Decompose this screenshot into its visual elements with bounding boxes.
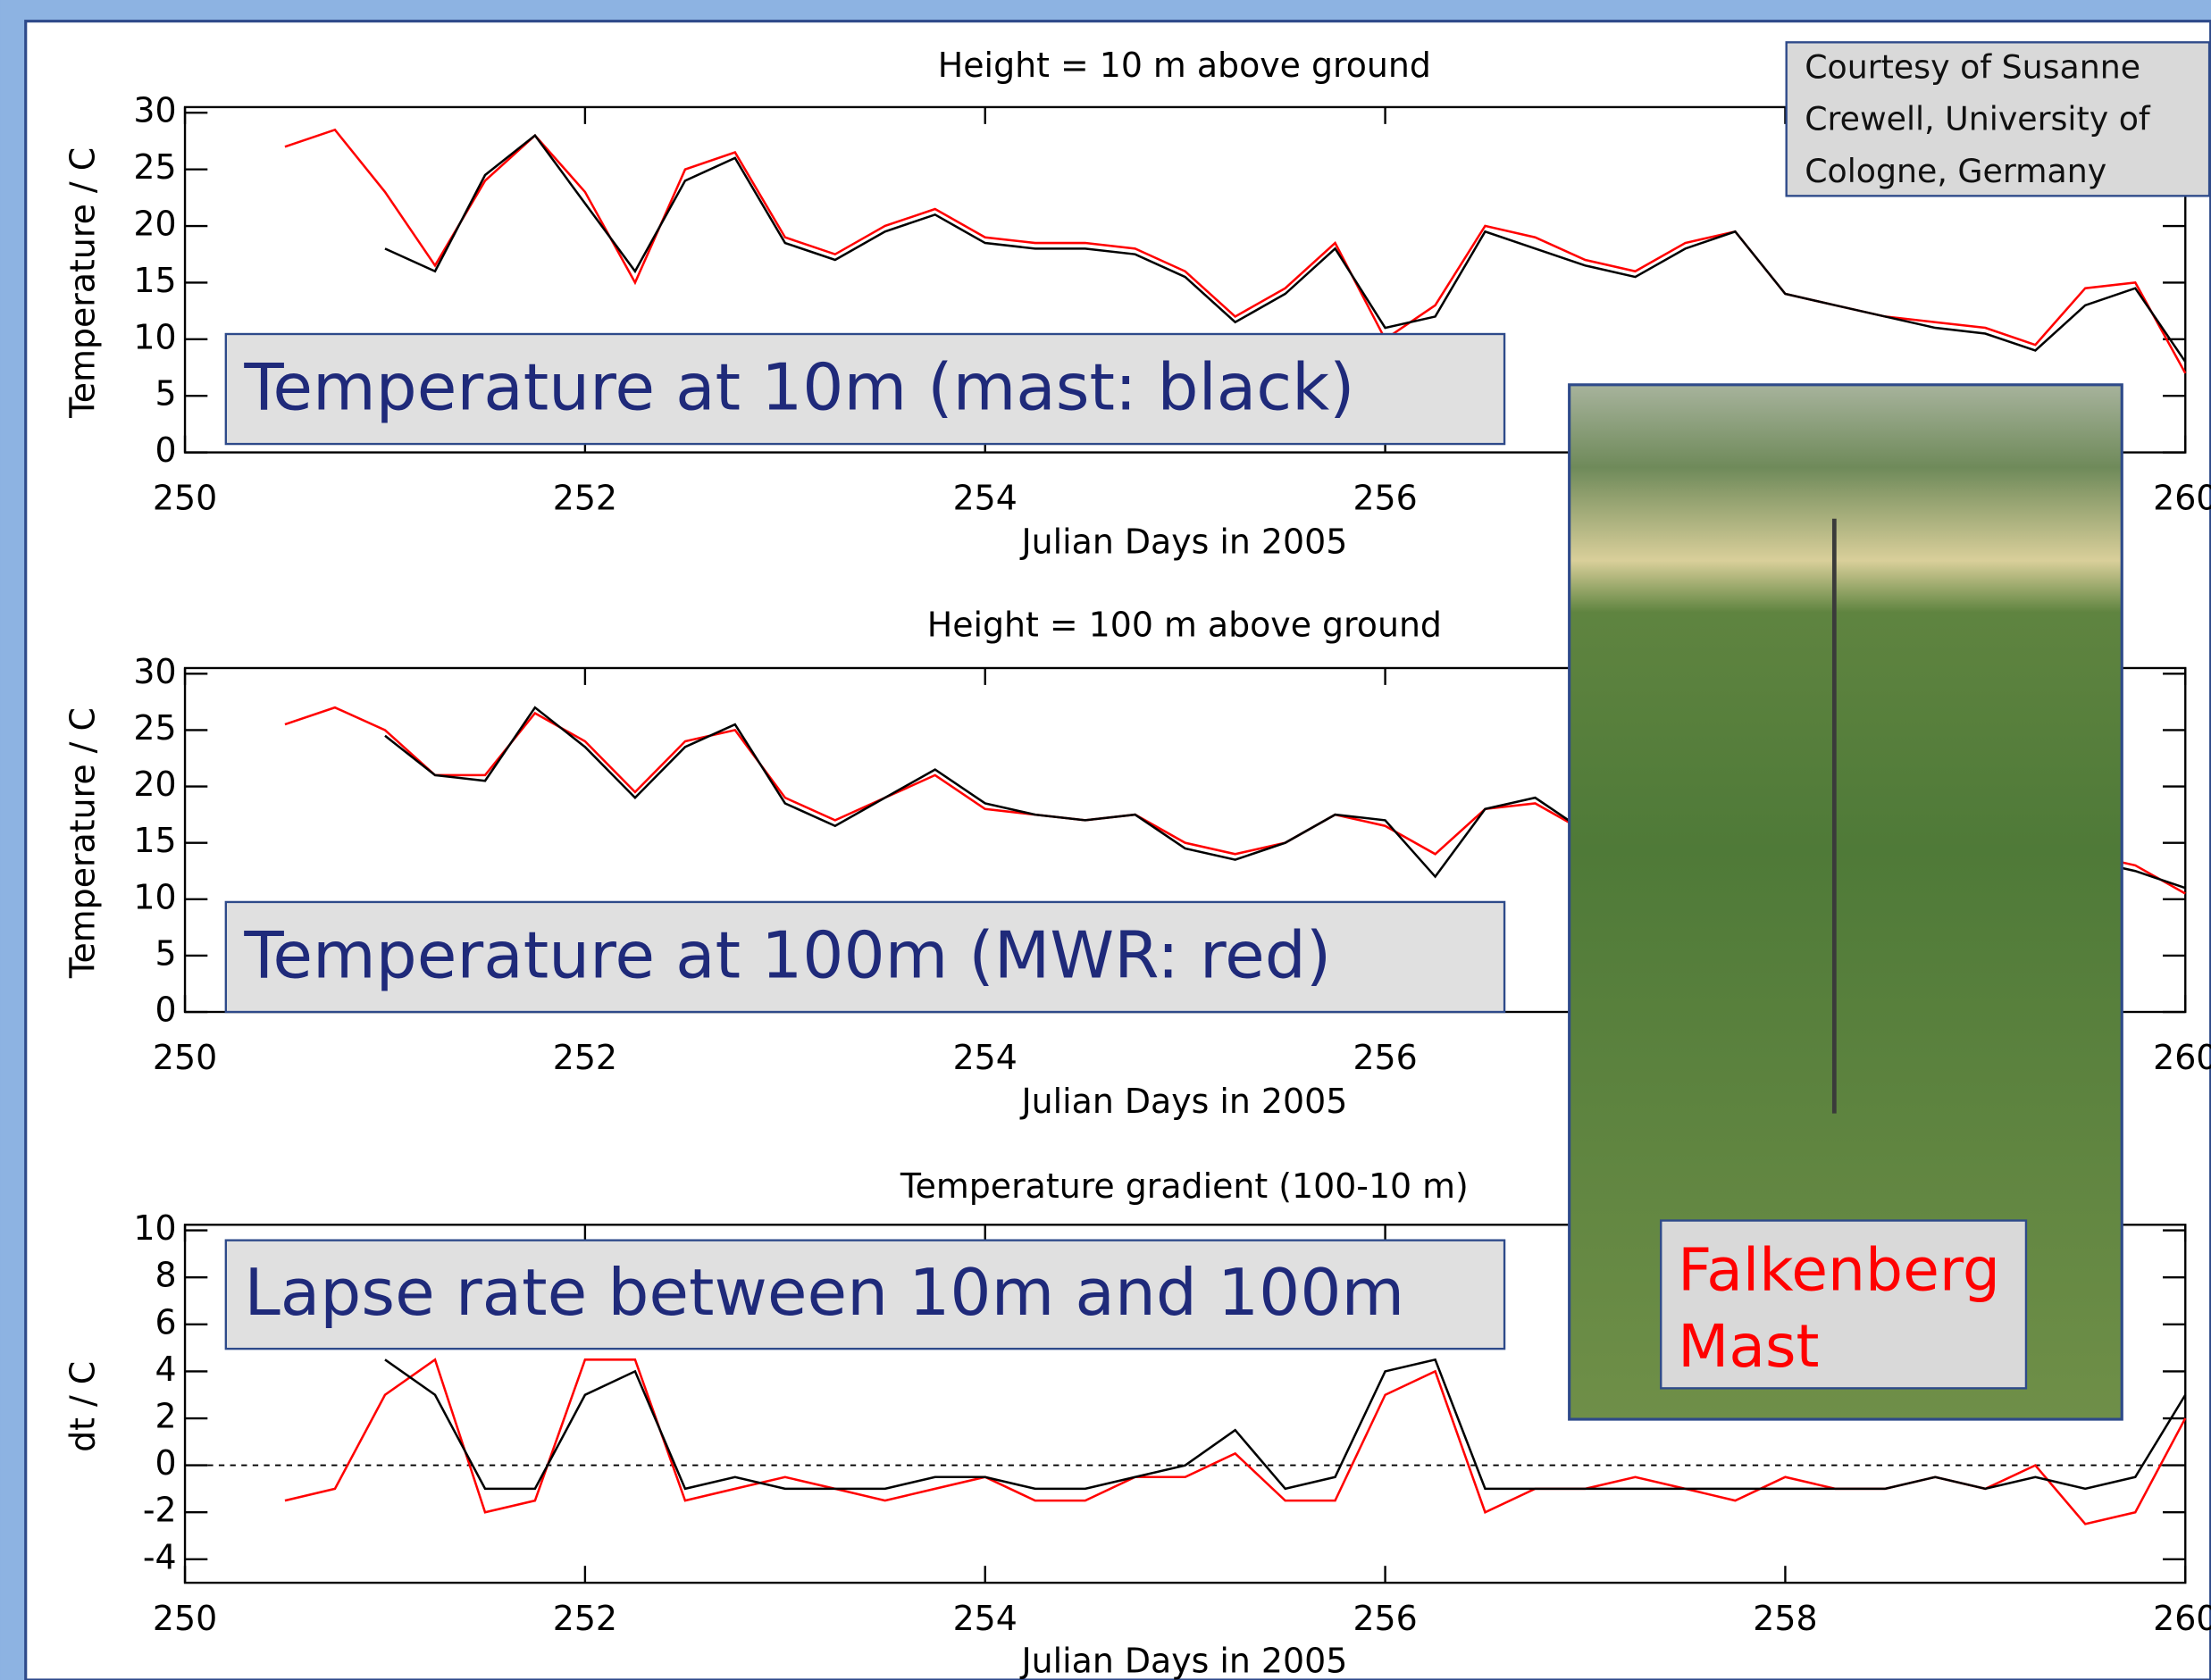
annotation-box xyxy=(224,900,1506,1014)
x-tick-label: 250 xyxy=(153,479,217,518)
y-tick-label: -2 xyxy=(143,1491,177,1530)
x-tick-label: 252 xyxy=(553,1599,617,1638)
annotation: Temperature at 100m (MWR: red) xyxy=(243,919,1331,994)
x-tick-label: 252 xyxy=(553,1038,617,1077)
annotation-box xyxy=(224,1239,1506,1350)
y-tick-label: 10 xyxy=(133,317,176,356)
courtesy-box xyxy=(1785,41,2211,197)
x-tick-label: 260 xyxy=(2153,479,2211,518)
y-tick-label: 5 xyxy=(155,374,176,414)
x-tick-label: 256 xyxy=(1353,479,1417,518)
data-line xyxy=(384,133,2187,363)
x-tick-label: 250 xyxy=(153,1599,217,1638)
y-tick-label: 8 xyxy=(155,1256,176,1295)
y-tick-label: 30 xyxy=(133,652,176,691)
x-axis-label: Julian Days in 2005 xyxy=(1019,1642,1347,1680)
y-tick-label: 20 xyxy=(133,765,176,804)
y-axis-label: Temperature / C xyxy=(63,147,103,419)
x-tick-label: 256 xyxy=(1353,1038,1417,1077)
y-tick-label: 0 xyxy=(155,430,176,470)
courtesy-text: Courtesy of Susanne xyxy=(1805,47,2140,86)
x-tick-label: 250 xyxy=(153,1038,217,1077)
x-tick-label: 260 xyxy=(2153,1038,2211,1077)
y-tick-label: 4 xyxy=(155,1350,176,1389)
photo-label: Mast xyxy=(1678,1311,1819,1381)
annotation: Lapse rate between 10m and 100m xyxy=(244,1256,1404,1331)
y-tick-label: -4 xyxy=(143,1537,177,1576)
y-tick-label: 6 xyxy=(155,1302,176,1341)
annotation: Temperature at 10m (mast: black) xyxy=(243,351,1354,426)
chart-title: Height = 100 m above ground xyxy=(927,606,1442,645)
x-tick-label: 260 xyxy=(2153,1599,2211,1638)
data-line xyxy=(384,1358,2187,1491)
courtesy-text: Cologne, Germany xyxy=(1805,152,2106,190)
x-tick-label: 258 xyxy=(1753,1599,1817,1638)
y-tick-label: 20 xyxy=(133,205,176,244)
y-tick-label: 25 xyxy=(133,147,176,187)
chart-title: Height = 10 m above ground xyxy=(938,46,1431,85)
photo-label: Falkenberg xyxy=(1678,1235,2000,1305)
x-axis-label: Julian Days in 2005 xyxy=(1019,522,1347,562)
y-tick-label: 10 xyxy=(133,1208,176,1248)
y-tick-label: 10 xyxy=(133,877,176,916)
y-tick-label: 15 xyxy=(133,821,176,860)
x-tick-label: 254 xyxy=(953,479,1018,518)
y-axis-label: dt / C xyxy=(63,1361,103,1452)
chart-title: Temperature gradient (100-10 m) xyxy=(900,1166,1469,1206)
x-tick-label: 254 xyxy=(953,1038,1018,1077)
y-tick-label: 2 xyxy=(155,1397,176,1436)
photo-label-box xyxy=(1660,1219,2028,1390)
overlay: Temperature at 10m (mast: black) Tempera… xyxy=(224,41,2211,1421)
x-tick-label: 252 xyxy=(553,479,617,518)
y-tick-label: 0 xyxy=(155,990,176,1030)
plot-frame xyxy=(183,105,2187,454)
annotation-box xyxy=(224,332,1506,446)
plot-frame xyxy=(183,1224,2187,1584)
x-axis-label: Julian Days in 2005 xyxy=(1019,1082,1347,1121)
x-tick-label: 256 xyxy=(1353,1599,1417,1638)
y-tick-label: 30 xyxy=(133,91,176,130)
y-tick-label: 5 xyxy=(155,933,176,973)
courtesy-text: Crewell, University of xyxy=(1805,100,2151,138)
y-tick-label: 15 xyxy=(133,261,176,300)
y-tick-label: 25 xyxy=(133,708,176,748)
y-axis-label: Temperature / C xyxy=(63,707,103,979)
x-tick-label: 254 xyxy=(953,1599,1018,1638)
y-tick-label: 0 xyxy=(155,1443,176,1483)
